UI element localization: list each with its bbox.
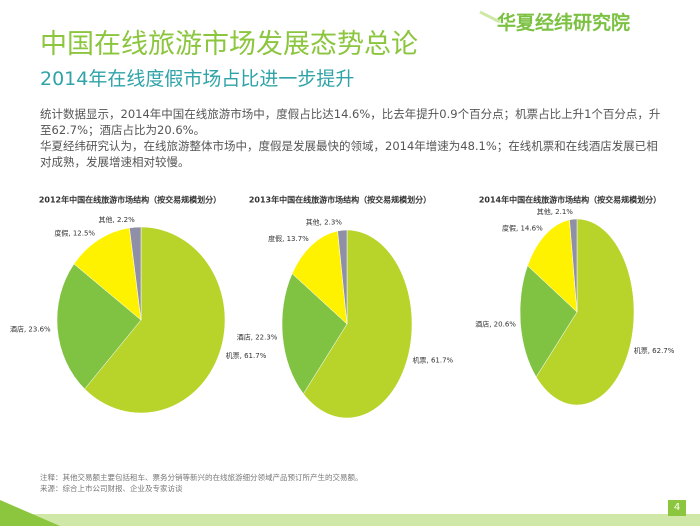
source: 来源：综合上市公司财报、企业及专家访谈	[40, 484, 183, 493]
bottom-band	[0, 514, 700, 526]
chart-title: 2013年中国在线旅游市场结构（按交易规模划分）	[249, 195, 431, 205]
data-label: 机票, 61.7%	[226, 351, 267, 360]
pie-slice	[527, 219, 578, 313]
data-label: 机票, 62.7%	[634, 346, 675, 355]
data-label: 其他, 2.3%	[306, 218, 343, 227]
pie-slice	[129, 226, 142, 321]
data-label: 酒店, 23.6%	[10, 324, 51, 333]
pie-slice	[569, 218, 578, 313]
data-label: 机票, 61.7%	[413, 355, 454, 364]
pie-slice	[519, 265, 578, 378]
data-label: 其他, 2.2%	[99, 215, 136, 224]
data-label: 酒店, 22.3%	[237, 333, 278, 342]
data-label: 其他, 2.1%	[537, 207, 574, 216]
footnotes: 注释：其他交易额主要包括租车、票务分销等新兴的在线旅游细分领域产品预订所产生的交…	[40, 472, 363, 494]
chart-title: 2012年中国在线旅游市场结构（按交易规模划分）	[39, 195, 221, 205]
paragraph: 统计数据显示，2014年中国在线旅游市场中，度假占比达14.6%，比去年提升0.…	[40, 107, 661, 137]
chart-title: 2014年中国在线旅游市场结构（按交易规模划分）	[479, 195, 661, 205]
pie-slice	[84, 226, 226, 414]
data-label: 度假, 13.7%	[268, 234, 309, 243]
logo: 华夏经纬研究院	[496, 12, 630, 34]
body-text: 统计数据显示，2014年中国在线旅游市场中，度假占比达14.6%，比去年提升0.…	[40, 106, 665, 170]
subtitle: 2014年在线度假市场占比进一步提升	[40, 68, 355, 90]
title: 中国在线旅游市场发展态势总论	[40, 29, 418, 60]
pie-slice	[291, 230, 348, 325]
pie-slice	[535, 218, 635, 406]
pie-slice	[56, 263, 142, 390]
pie-slice	[303, 229, 413, 419]
paragraph: 华夏经纬研究认为，在线旅游整体市场中，度假是发展最快的领域，2014年增速为48…	[40, 139, 658, 169]
page-number: 4	[668, 500, 686, 516]
corner-deco	[0, 500, 60, 526]
note: 注释：其他交易额主要包括租车、票务分销等新兴的在线旅游细分领域产品预订所产生的交…	[40, 473, 363, 482]
pie-slice	[73, 227, 142, 321]
pie-slice	[337, 229, 348, 325]
logo-deco	[479, 10, 501, 24]
data-label: 度假, 12.5%	[54, 228, 95, 237]
data-label: 度假, 14.6%	[502, 224, 543, 233]
pie-slice	[281, 273, 348, 395]
data-label: 酒店, 20.6%	[475, 320, 516, 329]
